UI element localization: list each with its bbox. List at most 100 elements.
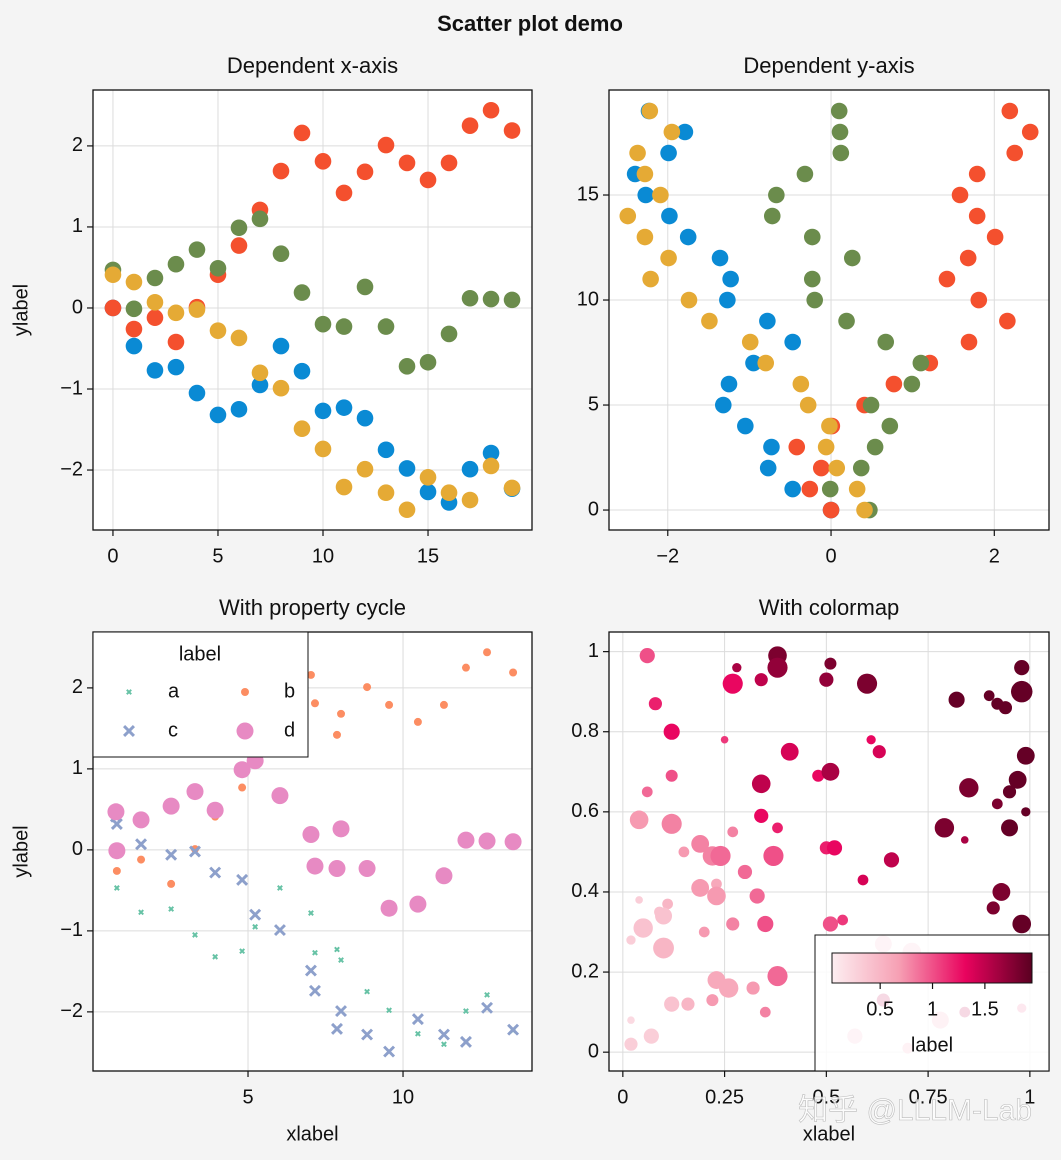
point [135, 838, 148, 851]
point [239, 948, 246, 955]
point [803, 270, 821, 288]
point [1021, 123, 1039, 141]
point [478, 832, 496, 850]
point [737, 864, 753, 880]
point [251, 364, 269, 382]
point [338, 957, 344, 963]
point [737, 417, 754, 435]
point [806, 291, 824, 309]
point [635, 896, 643, 904]
point [461, 663, 470, 672]
point [768, 186, 785, 204]
point [335, 184, 353, 202]
point [881, 417, 899, 435]
point [167, 255, 185, 273]
point [186, 783, 204, 801]
point [482, 290, 500, 308]
point [938, 270, 956, 288]
point [377, 441, 395, 459]
point [125, 337, 143, 355]
legend-label: a [168, 680, 180, 702]
y-axis-label: ylabel [10, 284, 32, 336]
x-tick-label: 5 [212, 545, 223, 567]
y-tick-label: −1 [60, 919, 83, 941]
point [333, 730, 341, 739]
point [830, 102, 848, 120]
point [759, 459, 777, 477]
point [856, 501, 873, 519]
y-tick-label: 5 [588, 393, 599, 415]
point [293, 362, 311, 380]
axes-title: With property cycle [219, 595, 406, 620]
y-tick-label: 0.2 [571, 960, 599, 982]
point [866, 438, 884, 456]
point [188, 301, 206, 318]
point [819, 672, 834, 687]
colorbar-tick-label: 1.5 [971, 998, 999, 1020]
point [293, 284, 311, 301]
point [698, 926, 710, 938]
point [960, 333, 978, 351]
point [503, 291, 521, 309]
point [1001, 102, 1019, 120]
point [249, 908, 262, 921]
point [277, 885, 283, 891]
point [624, 1037, 638, 1051]
point [784, 333, 801, 351]
legend-marker [236, 722, 254, 740]
point [356, 460, 374, 478]
point [507, 1023, 520, 1036]
y-tick-label: 1 [588, 640, 599, 662]
point [767, 657, 788, 678]
point [701, 312, 718, 330]
point [796, 165, 814, 183]
point [722, 270, 739, 288]
y-tick-label: −2 [60, 1000, 83, 1022]
point [691, 879, 710, 897]
point [757, 354, 775, 372]
point [503, 122, 521, 139]
axes-frame [608, 89, 1050, 531]
y-tick-label: 0.4 [571, 880, 599, 902]
point [461, 460, 479, 478]
point [821, 480, 839, 498]
x-axis-label: xlabel [803, 1123, 855, 1145]
point [999, 312, 1016, 330]
point [104, 299, 122, 317]
point [335, 318, 353, 335]
point [803, 228, 821, 246]
point [419, 469, 437, 486]
point [230, 329, 248, 347]
point [377, 318, 395, 335]
point [328, 860, 346, 878]
legend-label: c [168, 719, 178, 741]
axes-background [93, 90, 532, 530]
point [273, 924, 286, 937]
point [903, 375, 921, 393]
point [509, 668, 518, 677]
point [113, 885, 120, 891]
point [125, 320, 143, 338]
point [337, 709, 346, 718]
point [441, 1041, 447, 1048]
point [361, 1028, 374, 1041]
colorbar-tick-label: 1 [927, 998, 938, 1020]
point [463, 1008, 469, 1014]
point [883, 852, 900, 868]
point [107, 803, 125, 821]
point [706, 994, 719, 1007]
point [398, 460, 416, 477]
point [828, 459, 846, 477]
point [763, 845, 784, 866]
point [236, 873, 249, 886]
point [763, 438, 780, 456]
colorbar [831, 952, 1033, 984]
point [633, 918, 653, 938]
point [986, 228, 1004, 246]
y-tick-label: 0 [588, 1040, 599, 1062]
point [304, 964, 317, 977]
legend-label: d [284, 719, 295, 741]
x-tick-label: 10 [392, 1086, 414, 1108]
point [665, 769, 678, 782]
point [385, 700, 394, 709]
